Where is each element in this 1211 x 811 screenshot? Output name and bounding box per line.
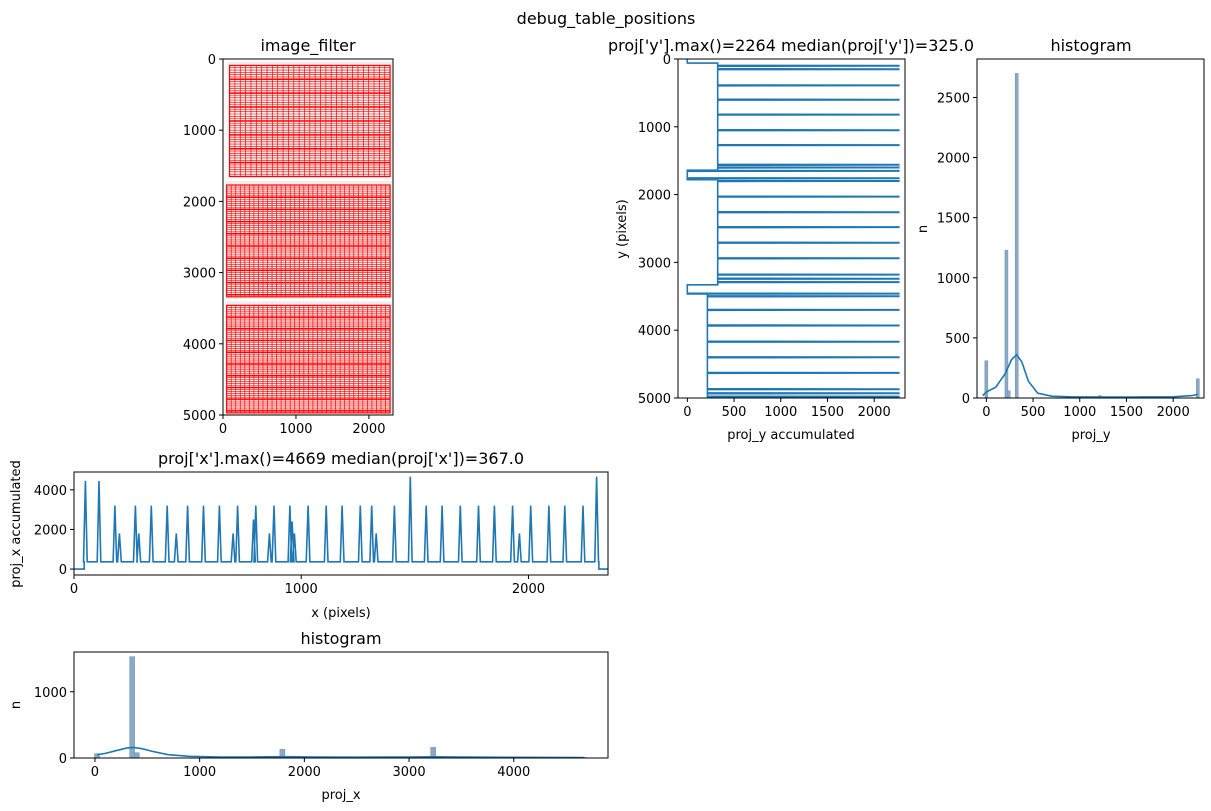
proj-x-xlabel: x (pixels) <box>311 606 371 621</box>
proj-x-xtick-label: 1000 <box>285 582 318 597</box>
proj-y-hist-panel: histogram 0 500 1000 1500 2000 0 500 1000 1500 2… <box>916 36 1205 443</box>
proj-y-hist-ytick-label: 2000 <box>937 152 970 167</box>
image-filter-xtick-label: 0 <box>219 422 227 437</box>
proj-x-hist-xtick-label: 2000 <box>288 765 321 780</box>
proj-x-xtick-label: 0 <box>70 582 78 597</box>
proj-y-hist-xlabel: proj_y <box>1071 428 1110 443</box>
proj-y-hist-bar <box>1007 390 1011 399</box>
page-image <box>223 59 393 415</box>
proj-x-hist-panel: histogram 0 1000 2000 3000 4000 0 1000 proj_x… <box>9 629 609 803</box>
proj-y-ytick-label: 4000 <box>638 324 671 339</box>
proj-y-ytick-label: 2000 <box>638 189 671 204</box>
proj-x-hist-frame <box>73 651 609 759</box>
image-filter-frame <box>222 58 394 416</box>
proj-y-hist-bar <box>1014 73 1019 399</box>
proj-x-title: proj['x'].max()=4669 median(proj['x'])=3… <box>158 449 524 468</box>
proj-y-hist-bars <box>982 73 1200 399</box>
image-filter-ytick-label: 1000 <box>183 124 216 139</box>
proj-x-hist-xtick-label: 1000 <box>183 765 216 780</box>
proj-y-ytick-label: 1000 <box>638 121 671 136</box>
proj-y-ytick-label: 3000 <box>638 256 671 271</box>
proj-y-frame <box>677 58 906 399</box>
proj-x-hist-x-ticks: 0 1000 2000 3000 4000 <box>91 758 530 780</box>
proj-y-hist-frame <box>976 58 1205 399</box>
proj-y-hist-ytick-label: 1500 <box>937 212 970 227</box>
proj-x-hist-bar <box>129 656 135 759</box>
proj-y-x-ticks: 0 500 1000 1500 2000 <box>683 398 891 420</box>
table-cell-grid <box>226 305 391 413</box>
proj-y-xtick-label: 500 <box>722 405 747 420</box>
proj-x-xtick-label: 2000 <box>512 582 545 597</box>
proj-y-hist-ylabel: n <box>916 225 931 233</box>
proj-y-line <box>686 59 900 398</box>
proj-y-hist-bar <box>1004 249 1009 399</box>
proj-y-hist-ytick-label: 1000 <box>937 272 970 287</box>
proj-x-hist-xtick-label: 0 <box>91 765 99 780</box>
proj-x-frame <box>73 471 609 576</box>
image-filter-ytick-label: 2000 <box>183 195 216 210</box>
proj-y-hist-ytick-label: 0 <box>962 392 970 407</box>
proj-y-hist-xtick-label: 2000 <box>1157 405 1190 420</box>
proj-y-title: proj['y'].max()=2264 median(proj['y'])=3… <box>608 36 974 55</box>
image-filter-xtick-label: 2000 <box>352 422 385 437</box>
proj-y-xtick-label: 1000 <box>764 405 797 420</box>
proj-x-hist-xtick-label: 3000 <box>393 765 426 780</box>
proj-x-hist-bar <box>134 752 140 759</box>
image-filter-ytick-label: 5000 <box>183 409 216 424</box>
proj-x-hist-ytick-label: 0 <box>59 752 67 767</box>
proj-x-ylabel: proj_x accumulated <box>9 460 24 588</box>
proj-y-hist-title: histogram <box>1050 36 1131 55</box>
proj-y-kde-line <box>982 353 1198 398</box>
proj-y-xtick-label: 1500 <box>811 405 844 420</box>
proj-x-series <box>74 476 608 570</box>
proj-y-hist-y-ticks: 0 500 1000 1500 2000 2500 <box>937 91 977 407</box>
proj-y-ytick-label: 0 <box>663 53 671 68</box>
proj-x-hist-xlabel: proj_x <box>321 788 360 803</box>
table-cell-grid <box>226 185 391 297</box>
proj-y-hist-ytick-label: 2500 <box>937 91 970 106</box>
proj-x-kde-line <box>96 746 584 759</box>
proj-x-hist-ylabel: n <box>9 701 24 709</box>
image-filter-ytick-label: 4000 <box>183 338 216 353</box>
image-filter-ytick-label: 3000 <box>183 267 216 282</box>
proj-y-hist-xtick-label: 500 <box>1021 405 1046 420</box>
image-filter-y-ticks: 0 1000 2000 3000 4000 5000 <box>183 53 223 424</box>
proj-y-series <box>686 59 900 398</box>
proj-x-panel: proj['x'].max()=4669 median(proj['x'])=3… <box>9 449 609 621</box>
proj-y-hist-xtick-label: 1500 <box>1110 405 1143 420</box>
proj-y-ytick-label: 5000 <box>638 392 671 407</box>
proj-y-xtick-label: 2000 <box>858 405 891 420</box>
proj-x-x-ticks: 0 1000 2000 <box>70 575 545 597</box>
proj-x-ytick-label: 4000 <box>34 484 67 499</box>
proj-x-hist-y-ticks: 0 1000 <box>34 686 74 767</box>
proj-y-hist-xtick-label: 0 <box>982 405 990 420</box>
figure-title: debug_table_positions <box>517 9 696 29</box>
image-filter-title: image_filter <box>260 36 355 56</box>
image-filter-ytick-label: 0 <box>208 53 216 68</box>
proj-y-hist-xtick-label: 1000 <box>1063 405 1096 420</box>
proj-x-ytick-label: 0 <box>59 563 67 578</box>
image-filter-panel: image_filter 0 1000 2000 0 1000 2000 3000 4000… <box>183 36 394 437</box>
proj-x-hist-ytick-label: 1000 <box>34 686 67 701</box>
proj-x-hist-title: histogram <box>300 629 381 648</box>
proj-y-panel: proj['y'].max()=2264 median(proj['y'])=3… <box>608 36 974 443</box>
proj-x-hist-xtick-label: 4000 <box>497 765 530 780</box>
proj-y-hist-x-ticks: 0 500 1000 1500 2000 <box>982 398 1190 420</box>
proj-y-hist-ytick-label: 500 <box>945 332 970 347</box>
proj-x-hist-bars <box>94 656 587 759</box>
proj-x-y-ticks: 0 2000 4000 <box>34 484 74 578</box>
image-filter-x-ticks: 0 1000 2000 <box>219 415 385 437</box>
proj-y-xlabel: proj_y accumulated <box>727 428 855 443</box>
table-cell-grid <box>229 65 391 177</box>
proj-x-line <box>74 476 608 570</box>
proj-x-ytick-label: 2000 <box>34 523 67 538</box>
proj-y-y-ticks: 0 1000 2000 3000 4000 5000 <box>638 53 678 407</box>
image-filter-xtick-label: 1000 <box>279 422 312 437</box>
proj-y-xtick-label: 0 <box>683 405 691 420</box>
proj-y-ylabel: y (pixels) <box>615 199 630 259</box>
